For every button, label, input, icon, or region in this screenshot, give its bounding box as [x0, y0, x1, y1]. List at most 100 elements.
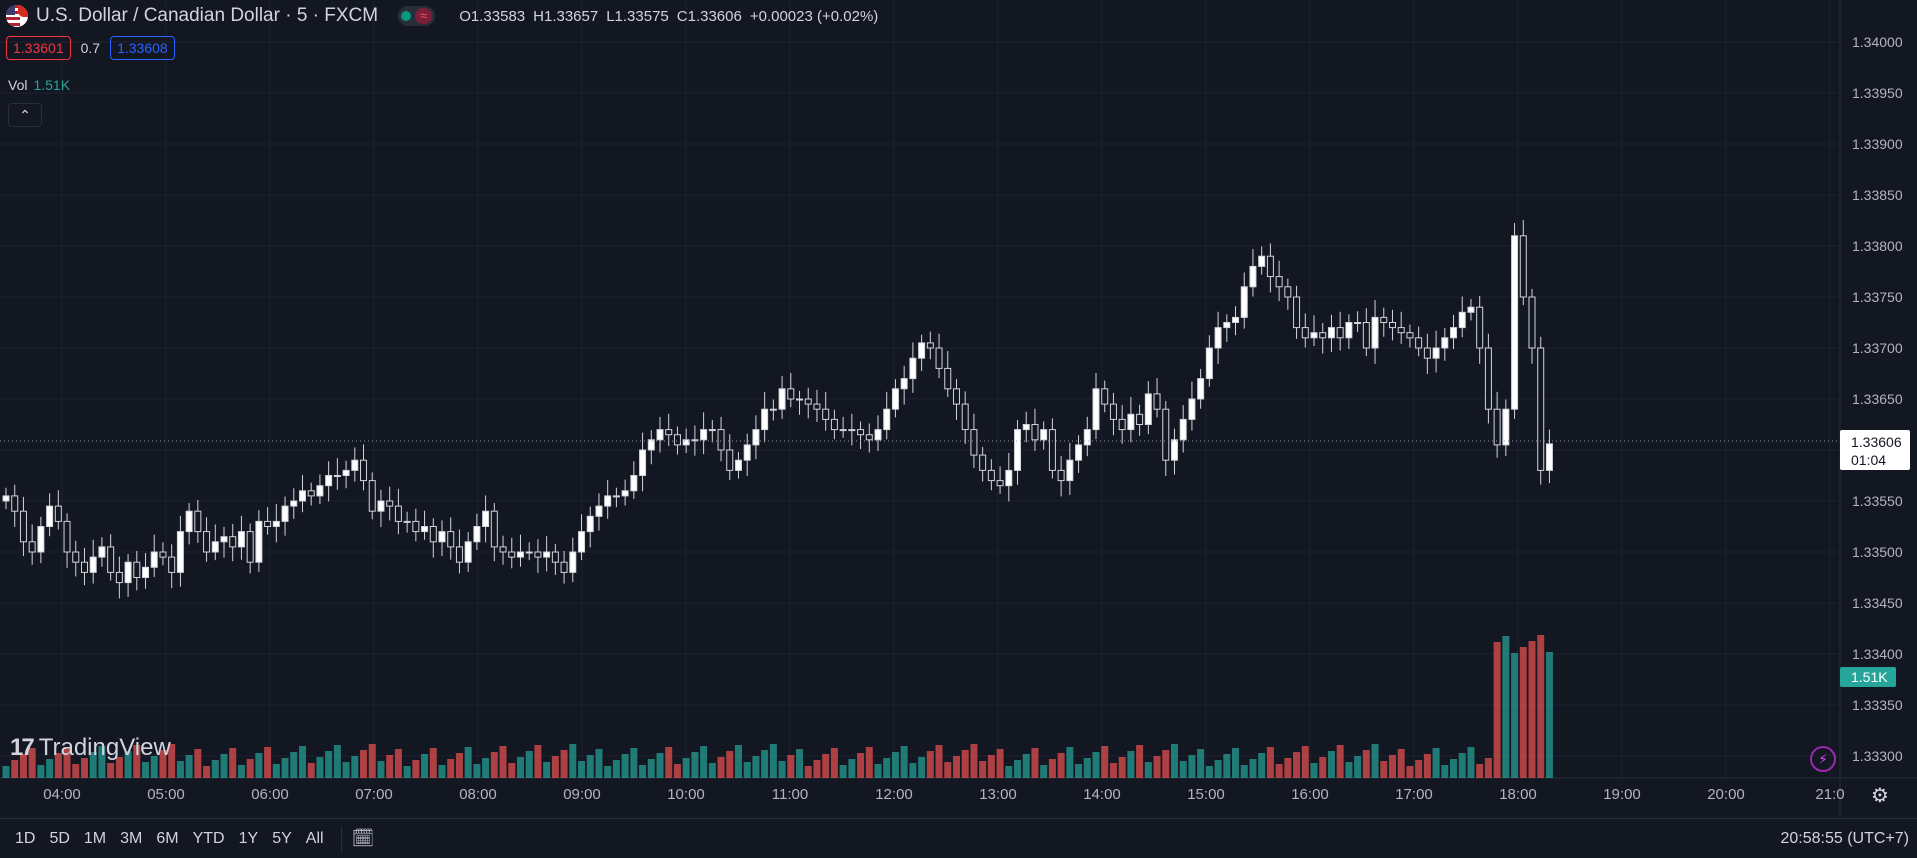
time-tick-label: 06:00	[251, 786, 289, 803]
sell-button[interactable]: 1.33601	[6, 36, 71, 60]
time-tick-label: 16:00	[1291, 786, 1329, 803]
candle-body	[918, 342, 926, 359]
volume-bar	[482, 758, 490, 778]
volume-bar	[46, 759, 54, 778]
market-status[interactable]: ≈	[398, 6, 436, 26]
volume-bar	[525, 751, 533, 778]
volume-bar	[255, 753, 263, 778]
candle-body	[639, 449, 647, 476]
date-range-buttons: 1D 5D 1M 3M 6M YTD 1Y 5Y All	[8, 830, 331, 848]
volume-bar	[787, 755, 795, 778]
candle-body	[822, 408, 830, 420]
range-button-1d[interactable]: 1D	[15, 829, 36, 847]
time-axis[interactable]: 04:00 05:00 06:00 07:00 08:00 09:00 10:00 11:00…	[43, 786, 1844, 803]
volume-bar	[708, 763, 716, 778]
buy-button[interactable]: 1.33608	[110, 36, 175, 60]
price-axis[interactable]: 1.34000 1.33950 1.33900 1.33850 1.33800 1.337…	[1852, 34, 1903, 764]
volume-bar	[1101, 746, 1109, 778]
range-button-3m[interactable]: 3M	[120, 829, 143, 847]
settings-gear-icon[interactable]: ⚙	[1871, 784, 1889, 807]
range-button-5d[interactable]: 5D	[49, 829, 70, 847]
volume-bar	[455, 753, 463, 778]
symbol-header: U.S. Dollar / Canadian Dollar · 5 · FXCM…	[6, 4, 878, 28]
chevron-up-icon: ⌃	[19, 106, 31, 123]
volume-bar	[551, 756, 559, 778]
time-tick-label: 21:0	[1815, 786, 1844, 803]
volume-bar	[952, 756, 960, 778]
volume-bar	[281, 758, 289, 778]
volume-bar	[865, 747, 873, 778]
volume-bar	[429, 748, 437, 778]
volume-bar	[1511, 653, 1519, 778]
volume-bar	[961, 750, 969, 778]
volume-bar	[839, 765, 847, 778]
logo-text: TradingView	[38, 734, 171, 761]
candle-body	[734, 459, 742, 471]
range-button-5y[interactable]: 5Y	[272, 829, 292, 847]
collapse-legend-button[interactable]: ⌃	[8, 103, 42, 127]
time-tick-label: 18:00	[1499, 786, 1537, 803]
candle-body	[1467, 306, 1475, 313]
candle-body	[647, 439, 655, 451]
candle-body	[185, 510, 193, 533]
candle-body	[543, 551, 551, 558]
volume-bar	[325, 751, 333, 778]
time-tick-label: 19:00	[1603, 786, 1641, 803]
current-price-label: 1.33606	[1851, 434, 1902, 450]
candle-body	[360, 459, 368, 482]
price-chart[interactable]: 1.34000 1.33950 1.33900 1.33850 1.33800 1.337…	[0, 0, 1917, 818]
volume-bar	[333, 745, 341, 778]
market-open-icon	[401, 11, 412, 21]
candle-body	[298, 490, 306, 502]
candle-body	[1284, 286, 1292, 298]
candle-body	[1188, 398, 1196, 420]
volume-bar	[150, 756, 158, 778]
lightning-icon[interactable]: ⚡	[1810, 746, 1836, 772]
volume-bar	[1022, 754, 1030, 778]
candle-body	[394, 505, 402, 522]
volume-bar	[1301, 746, 1309, 778]
volume-bar	[516, 757, 524, 778]
range-button-1m[interactable]: 1M	[83, 829, 107, 847]
candle-body	[1232, 316, 1240, 323]
volume-bar	[1066, 747, 1074, 778]
volume-legend: Vol 1.51K	[8, 77, 70, 93]
volume-bar	[63, 747, 71, 778]
price-tick-label: 1.33500	[1852, 544, 1903, 560]
candle-body	[656, 429, 664, 441]
range-button-all[interactable]: All	[305, 829, 324, 847]
candle-body	[761, 408, 769, 431]
volume-bar	[796, 749, 804, 778]
candle-body	[1493, 408, 1501, 446]
time-tick-label: 04:00	[43, 786, 81, 803]
volume-bar	[743, 762, 751, 778]
volume-value: 1.51K	[33, 77, 71, 93]
volume-bar	[1345, 762, 1353, 778]
symbol-title[interactable]: U.S. Dollar / Canadian Dollar · 5 · FXCM	[36, 5, 379, 26]
volume-bar	[1545, 652, 1553, 778]
volume-bar	[72, 764, 80, 778]
candle-body	[508, 551, 516, 558]
candle-body	[1109, 403, 1117, 420]
volume-bar	[604, 766, 612, 778]
range-button-ytd[interactable]: YTD	[192, 829, 225, 847]
volume-bar	[1467, 747, 1475, 778]
volume-bar	[630, 748, 638, 778]
volume-bar	[98, 746, 106, 778]
candle-body	[80, 561, 88, 573]
candle-body	[159, 551, 167, 558]
tradingview-logo[interactable]: 17 TradingView	[10, 734, 171, 762]
candle-body	[115, 571, 123, 584]
candle-body	[935, 347, 943, 369]
volume-bar	[89, 752, 97, 778]
volume-bar	[1493, 642, 1501, 778]
volume-bar	[1118, 757, 1126, 778]
range-button-6m[interactable]: 6M	[156, 829, 179, 847]
candle-body	[909, 357, 917, 380]
calendar-icon[interactable]: 🗓	[351, 828, 375, 848]
candle-body	[787, 388, 795, 400]
range-button-1y[interactable]: 1Y	[238, 829, 259, 847]
clock-display[interactable]: 20:58:55 (UTC+7)	[1780, 829, 1909, 847]
volume-bar	[778, 761, 786, 778]
volume-bar	[543, 762, 551, 778]
